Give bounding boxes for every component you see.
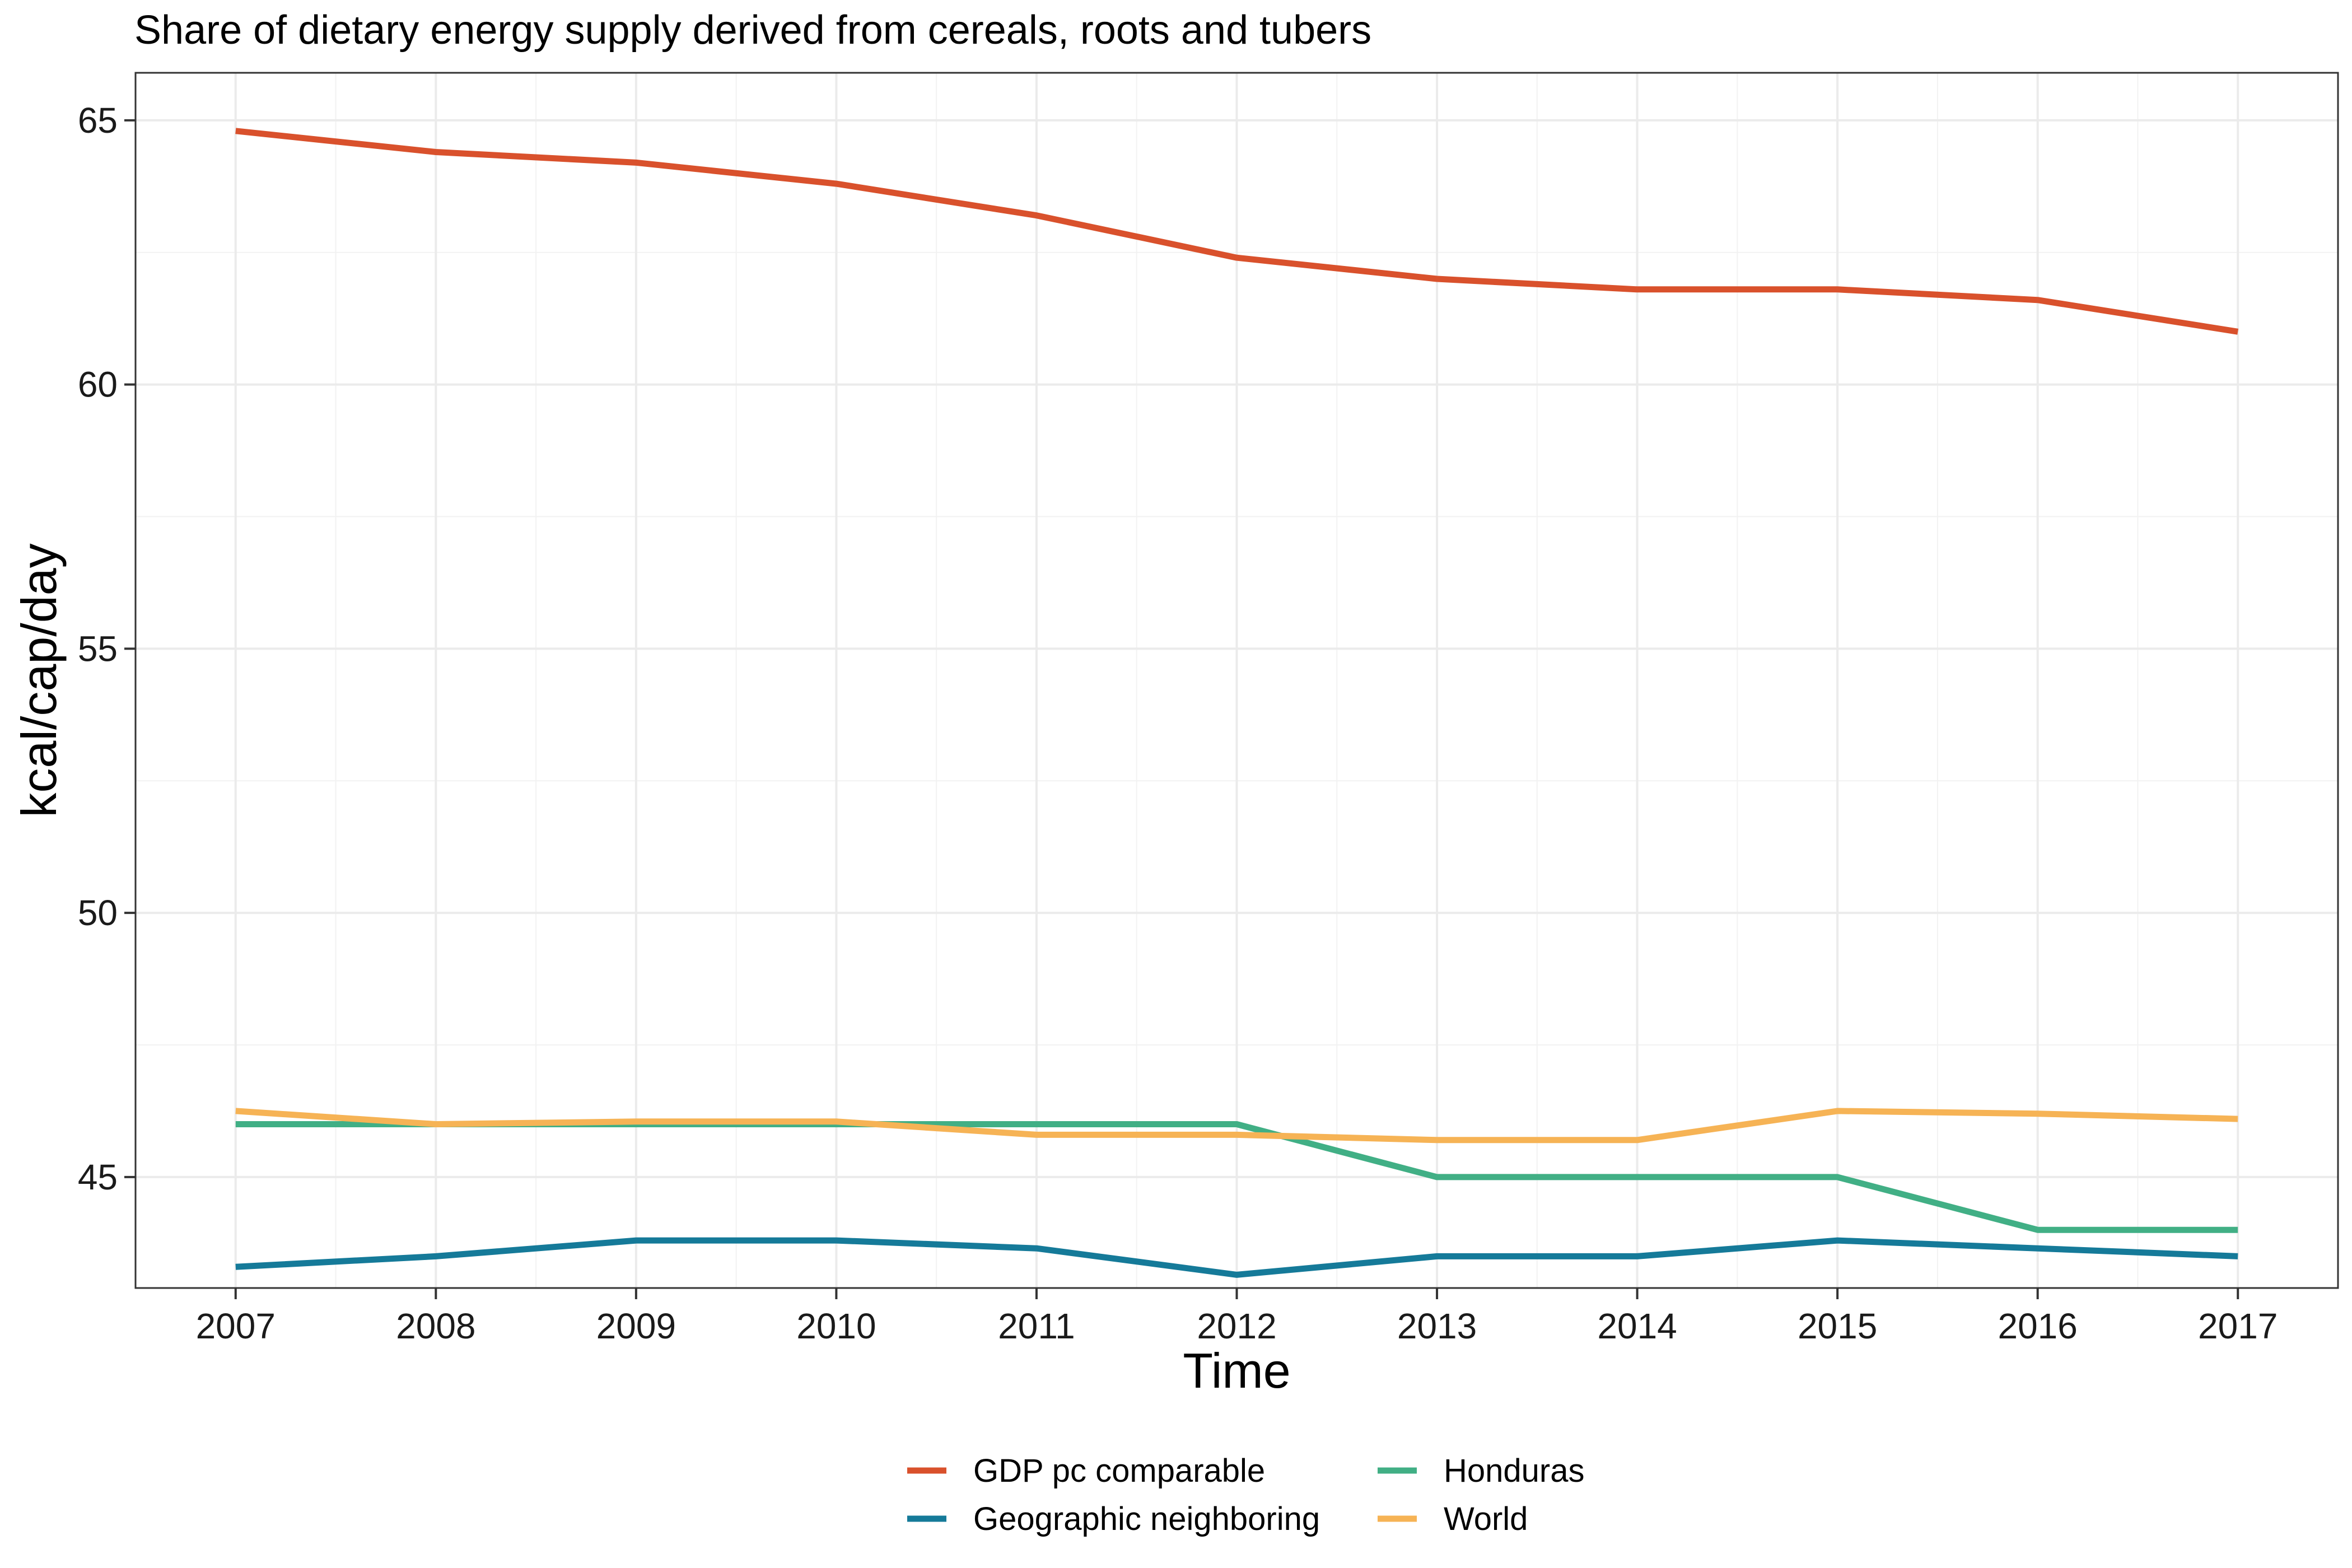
legend-label-gdp-pc-comparable: GDP pc comparable <box>973 1453 1265 1489</box>
legend: GDP pc comparable Geographic neighboring H… <box>907 1453 1584 1537</box>
y-tick-label: 50 <box>78 893 118 933</box>
series-lines <box>235 128 2239 1278</box>
series-line-geographic-neighboring <box>235 1237 2238 1278</box>
y-axis-title: kcal/cap/day <box>11 543 67 817</box>
x-tick-label: 2012 <box>1197 1306 1276 1346</box>
x-tick-label: 2014 <box>1597 1306 1677 1346</box>
x-tick-label: 2008 <box>396 1306 475 1346</box>
grid-minor <box>136 73 2338 1288</box>
x-tick-label: 2007 <box>196 1306 276 1346</box>
x-tick-label: 2017 <box>2198 1306 2278 1346</box>
x-tick-label: 2011 <box>998 1306 1075 1346</box>
y-tick-label: 65 <box>78 100 118 141</box>
x-tick-label: 2016 <box>1998 1306 2077 1346</box>
legend-label-honduras: Honduras <box>1444 1453 1584 1489</box>
series-line-world <box>235 1108 2238 1144</box>
x-tick-label: 2009 <box>596 1306 676 1346</box>
x-tick-label: 2013 <box>1397 1306 1477 1346</box>
legend-label-world: World <box>1444 1501 1528 1537</box>
y-tick-label: 45 <box>78 1157 118 1197</box>
grid-major <box>136 73 2338 1288</box>
x-tick-label: 2010 <box>796 1306 876 1346</box>
x-tick-label: 2015 <box>1798 1306 1877 1346</box>
x-axis-title: Time <box>1183 1343 1290 1398</box>
chart-title: Share of dietary energy supply derived f… <box>134 8 1371 53</box>
y-tick-label: 60 <box>78 365 118 405</box>
series-line-gdp-pc-comparable <box>235 128 2239 335</box>
x-axis: 2007 2008 2009 2010 2011 2012 2013 2014 2015 2016… <box>196 1288 2278 1346</box>
y-axis: 45 50 55 60 65 <box>78 100 136 1197</box>
y-tick-label: 55 <box>78 628 118 669</box>
legend-label-geographic-neighboring: Geographic neighboring <box>973 1501 1320 1537</box>
